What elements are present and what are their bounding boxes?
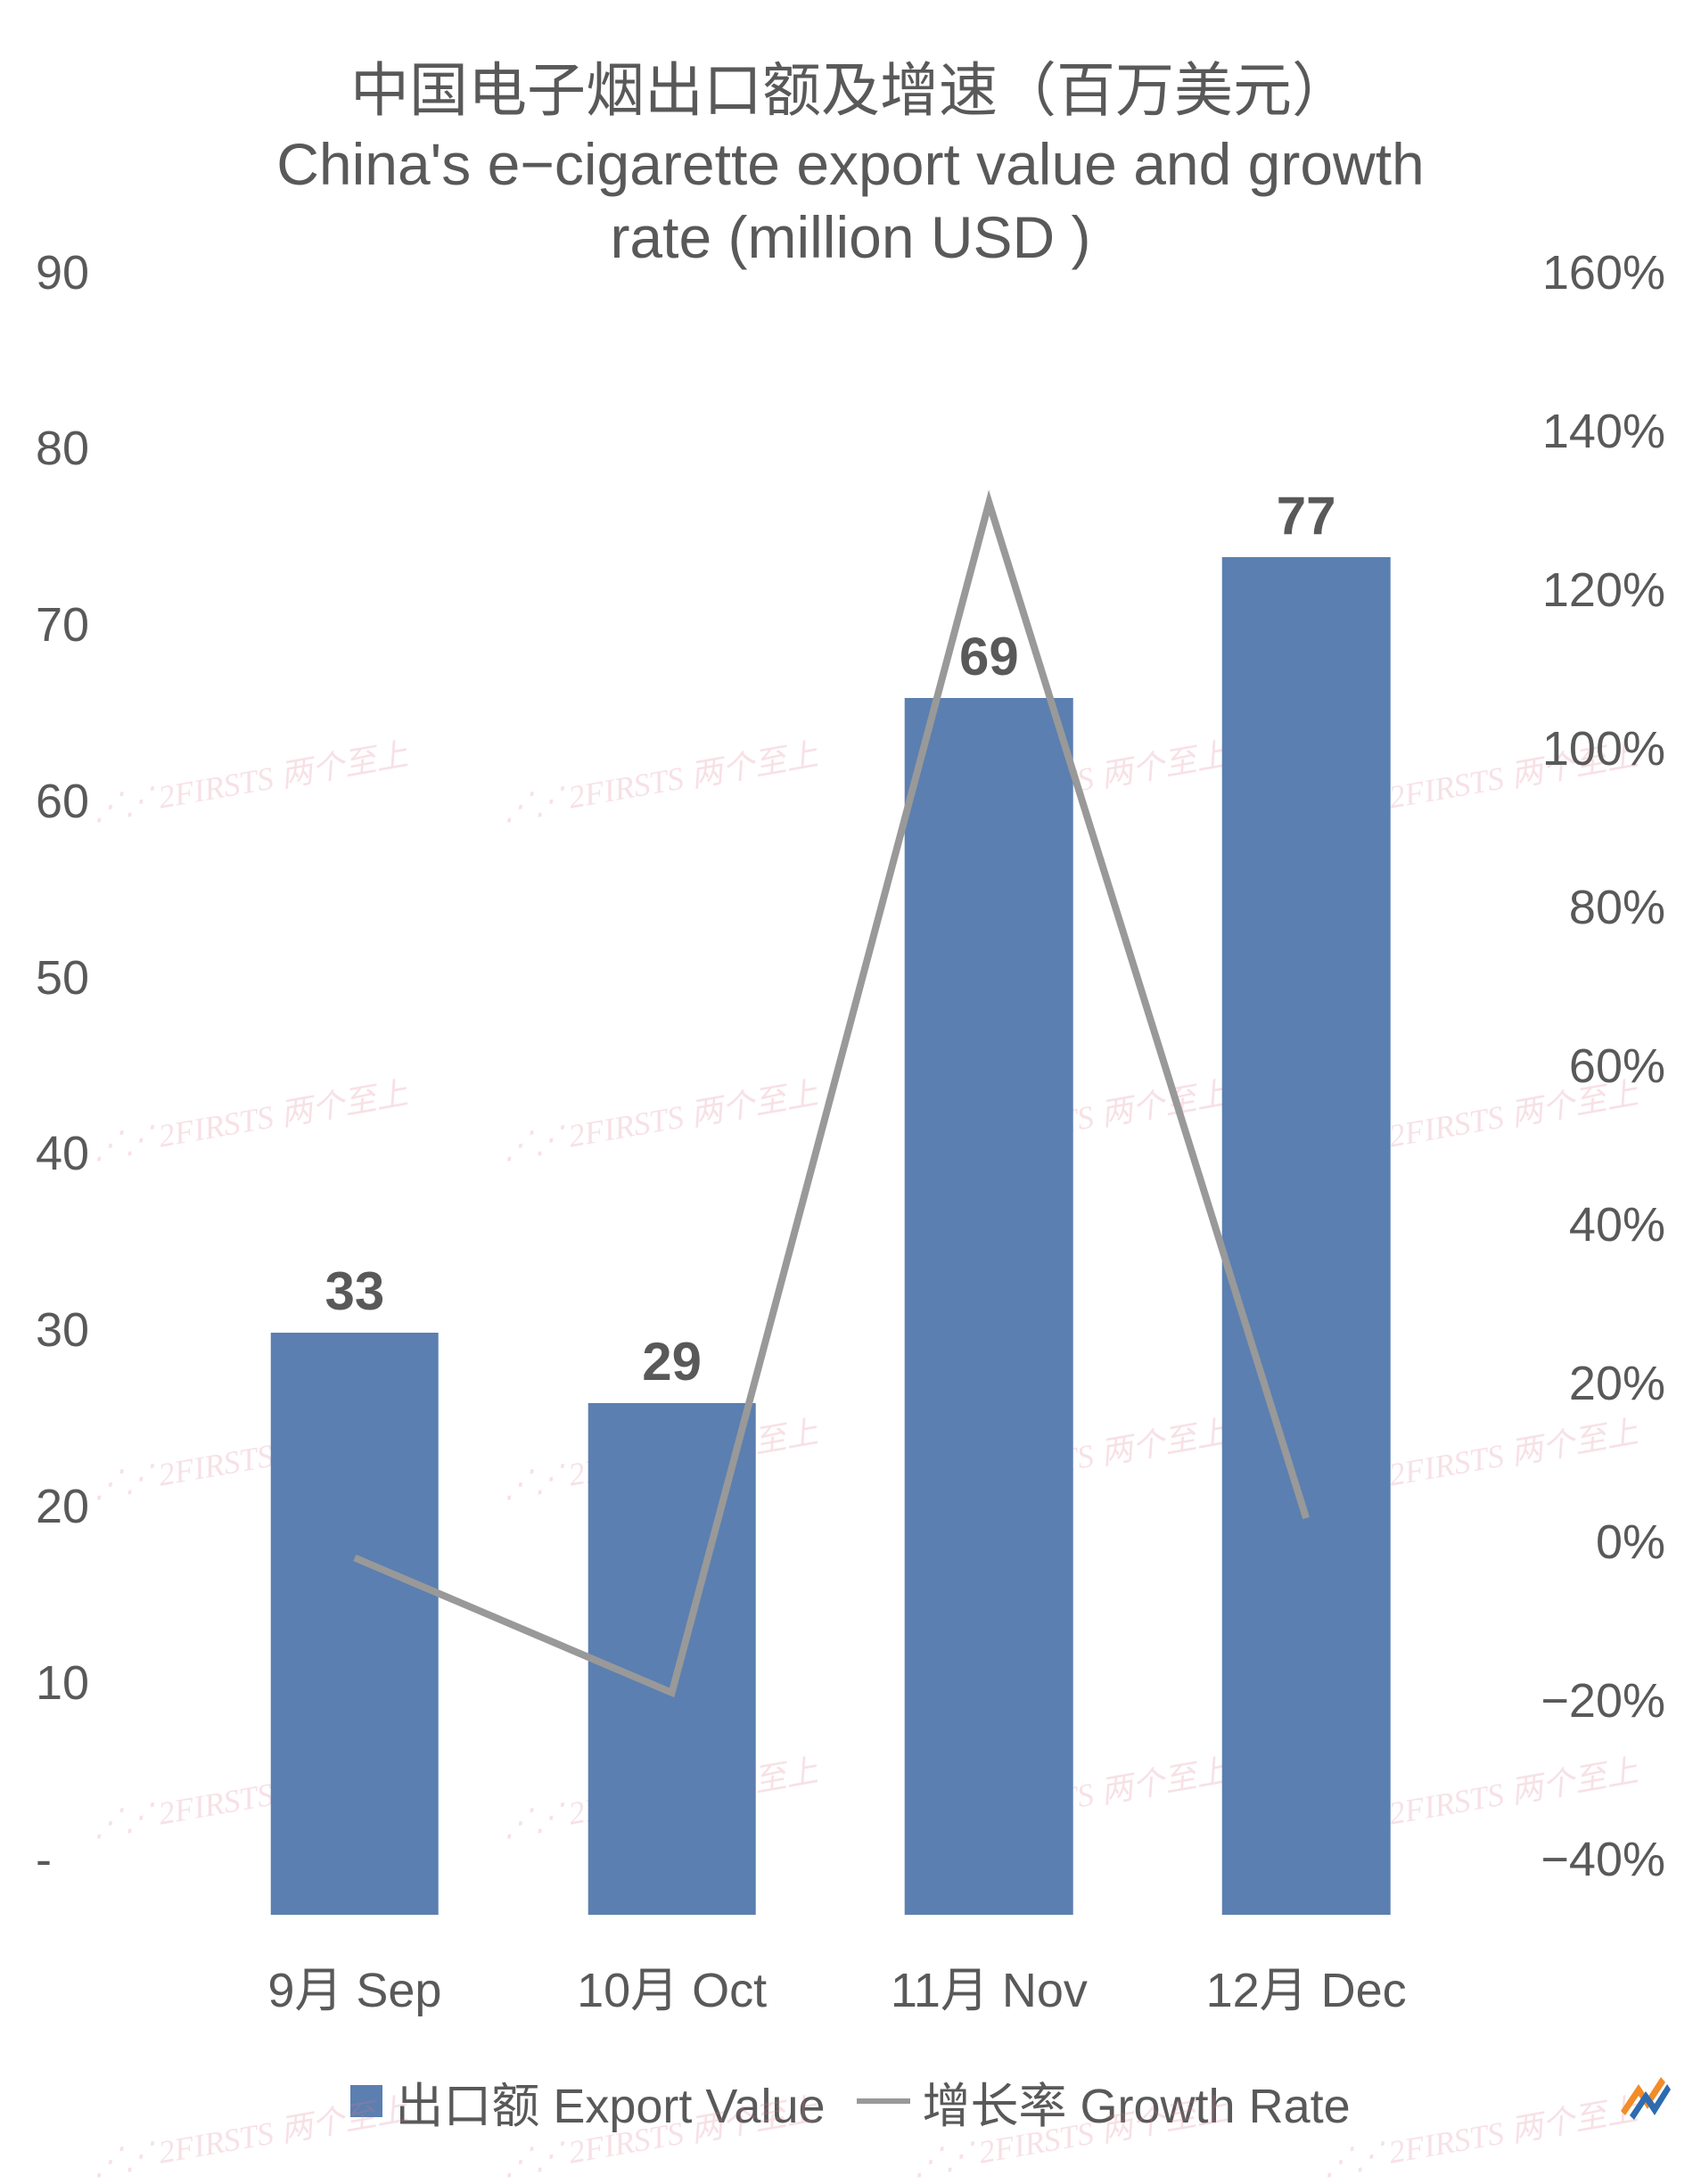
legend-marker-line [857, 2098, 910, 2104]
legend-item: 出口额 Export Value [350, 2066, 825, 2137]
growth-line [196, 328, 1465, 1915]
legend-label: 增长率 Growth Rate [923, 2066, 1351, 2137]
y-left-tick: 30 [36, 1302, 187, 1358]
x-axis-labels: 9月 Sep 10月 Oct 11月 Nov 12月 Dec [196, 1933, 1465, 2022]
y-axis-right: −40%−20%0%20%40%60%80%100%120%140%160% [1514, 328, 1665, 1915]
legend-item: 增长率 Growth Rate [857, 2066, 1351, 2137]
y-left-tick: 20 [36, 1479, 187, 1534]
y-right-tick: 0% [1514, 1515, 1665, 1570]
y-left-tick: 50 [36, 950, 187, 1006]
y-right-tick: 160% [1514, 245, 1665, 300]
y-right-tick: 100% [1514, 721, 1665, 776]
y-left-tick: 70 [36, 597, 187, 653]
x-axis-label: 10月 Oct [577, 1950, 767, 2021]
y-left-tick: 90 [36, 245, 187, 300]
y-right-tick: −40% [1514, 1832, 1665, 1887]
y-right-tick: 20% [1514, 1356, 1665, 1411]
chart-container: 中国电子烟出口额及增速（百万美元） China's e−cigarette ex… [0, 0, 1701, 2155]
y-left-tick: 40 [36, 1126, 187, 1181]
y-left-tick: 80 [36, 421, 187, 476]
chart-title: 中国电子烟出口额及增速（百万美元） China's e−cigarette ex… [36, 53, 1665, 275]
plot-area: ⋰⋰2FIRSTS 两个至上⋰⋰2FIRSTS 两个至上⋰⋰2FIRSTS 两个… [36, 328, 1665, 2022]
y-axis-left: -102030405060708090 [36, 328, 187, 1915]
y-left-tick: - [36, 1832, 187, 1887]
x-axis-label: 9月 Sep [267, 1950, 441, 2021]
title-line-1: 中国电子烟出口额及增速（百万美元） [36, 53, 1665, 127]
y-left-tick: 60 [36, 774, 187, 829]
brand-logo-icon [1612, 2066, 1674, 2129]
y-right-tick: 140% [1514, 404, 1665, 459]
growth-rate-line [355, 502, 1306, 1692]
y-right-tick: 60% [1514, 1039, 1665, 1094]
y-right-tick: 40% [1514, 1197, 1665, 1252]
plot-inner: 33296977 [196, 328, 1465, 1915]
x-axis-label: 12月 Dec [1206, 1950, 1407, 2021]
y-right-tick: 120% [1514, 562, 1665, 618]
legend: 出口额 Export Value 增长率 Growth Rate [36, 2066, 1665, 2137]
x-axis-label: 11月 Nov [891, 1950, 1088, 2021]
legend-marker-box [350, 2085, 382, 2117]
y-left-tick: 10 [36, 1655, 187, 1711]
title-line-3: rate (million USD ) [36, 201, 1665, 275]
y-right-tick: −20% [1514, 1673, 1665, 1728]
y-right-tick: 80% [1514, 880, 1665, 935]
legend-label: 出口额 Export Value [395, 2066, 825, 2137]
title-line-2: China's e−cigarette export value and gro… [36, 127, 1665, 201]
